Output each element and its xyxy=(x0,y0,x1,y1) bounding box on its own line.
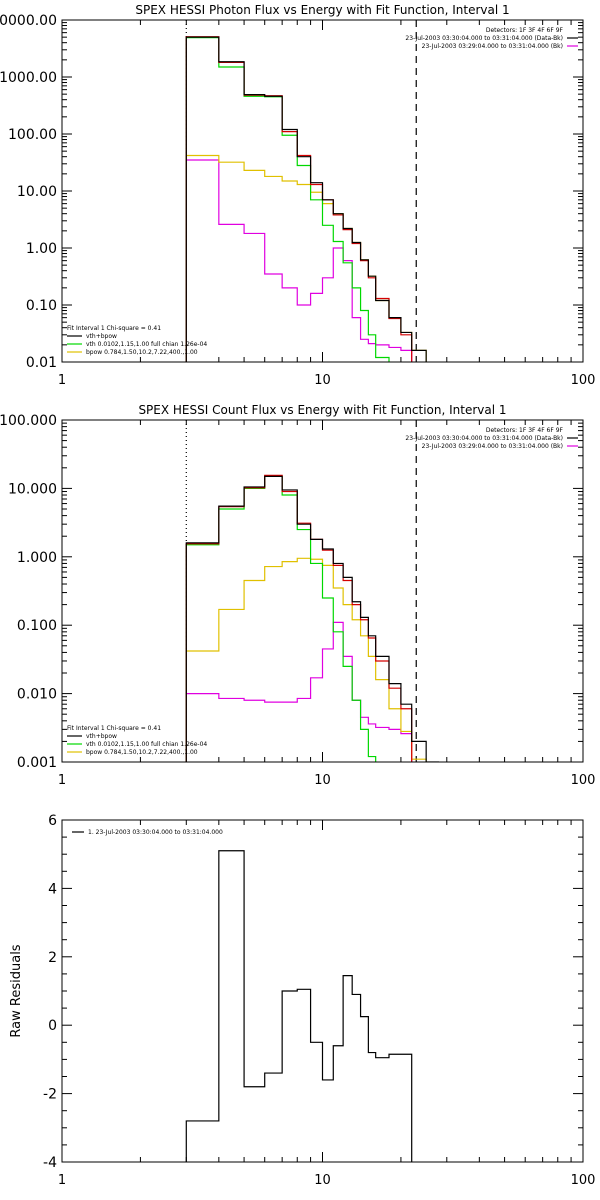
plot-frame xyxy=(61,19,584,363)
chart-panel-2: SPEX HESSI Count Flux vs Energy with Fit… xyxy=(0,403,595,788)
legend-entry: vth+bpow xyxy=(86,733,117,740)
x-axis-ticks: 1 10 100 xyxy=(58,420,596,788)
legend-entry: bpow 0.784,1.50,10.2,7.22,400.,1.00 xyxy=(86,349,198,356)
y-tick-label: 0.001 xyxy=(17,755,57,771)
x-tick-label: 10 xyxy=(314,1173,331,1188)
chart-title: SPEX HESSI Photon Flux vs Energy with Fi… xyxy=(135,3,509,17)
chart-panel-3: Raw Residuals 1 10 100 -4 -2 0 2 4 6 1. 23-Jul-200… xyxy=(9,813,595,1188)
x-tick-label: 100 xyxy=(571,373,596,388)
y-axis-ticks: 0.001 0.010 0.100 1.000 10.000 100.000 xyxy=(0,413,583,771)
legend-entry: vth+bpow xyxy=(86,333,117,340)
info-line: 23-Jul-2003 03:29:04.000 to 03:31:04.000… xyxy=(422,443,563,450)
plot-frame xyxy=(61,419,584,763)
x-tick-label: 10 xyxy=(314,373,331,388)
y-axis-ticks: 0.01 0.10 1.00 10.00 100.00 1000.00 10000.00 xyxy=(0,13,583,371)
chart-title: SPEX HESSI Count Flux vs Energy with Fit… xyxy=(138,403,506,417)
info-line: 23-Jul-2003 03:29:04.000 to 03:31:04.000… xyxy=(422,43,563,50)
y-tick-label: 2 xyxy=(48,950,57,966)
chart-panel-1: SPEX HESSI Photon Flux vs Energy with Fi… xyxy=(0,3,595,388)
legend: Fit Interval 1 Chi-square = 0.41vth+bpow… xyxy=(67,325,207,356)
data-series-line xyxy=(185,474,413,762)
x-tick-label: 1 xyxy=(58,773,66,788)
legend-entry: Fit Interval 1 Chi-square = 0.41 xyxy=(67,325,161,332)
y-tick-label: 100.00 xyxy=(8,127,57,143)
legend-entry: vth 0.0102,1.15,1.00 full chian 1.26e-04 xyxy=(86,341,207,348)
y-tick-label: 0 xyxy=(48,1018,57,1034)
y-tick-label: 100.000 xyxy=(0,413,57,429)
y-tick-label: 1000.00 xyxy=(0,70,57,86)
info-line: 23-Jul-2003 03:30:04.000 to 03:31:04.000… xyxy=(405,435,563,442)
y-tick-label: 0.01 xyxy=(26,355,57,371)
legend-entry: 1. 23-Jul-2003 03:30:04.000 to 03:31:04.… xyxy=(88,829,223,836)
info-line: 23-Jul-2003 03:30:04.000 to 03:31:04.000… xyxy=(405,35,563,42)
data-series-line xyxy=(185,36,413,362)
bpow-series-line xyxy=(185,557,440,762)
y-tick-label: 10.000 xyxy=(8,481,57,497)
y-tick-label: -2 xyxy=(43,1087,57,1103)
y-tick-label: 0.100 xyxy=(17,618,57,634)
legend: 1. 23-Jul-2003 03:30:04.000 to 03:31:04.… xyxy=(72,829,223,836)
legend-entry: vth 0.0102,1.15,1.00 full chian 1.26e-04 xyxy=(86,741,207,748)
x-tick-label: 100 xyxy=(571,773,596,788)
x-tick-label: 1 xyxy=(58,373,66,388)
y-tick-label: 1.000 xyxy=(17,550,57,566)
y-tick-label: 0.10 xyxy=(26,298,57,314)
y-tick-label: 0.010 xyxy=(17,687,57,703)
vth-series-line xyxy=(185,475,377,762)
total-series-line xyxy=(185,36,427,362)
vth-series-line xyxy=(185,37,390,362)
legend-entry: bpow 0.784,1.50,10.2,7.22,400.,1.00 xyxy=(86,749,198,756)
plot-frame xyxy=(61,819,584,1163)
residuals-series-line xyxy=(185,850,413,1162)
y-tick-label: 6 xyxy=(48,813,57,829)
y-tick-label: 10.00 xyxy=(17,184,57,200)
x-tick-label: 1 xyxy=(58,1173,66,1188)
x-tick-label: 100 xyxy=(571,1173,596,1188)
background-series-line xyxy=(185,621,413,762)
x-tick-label: 10 xyxy=(314,773,331,788)
background-series-line xyxy=(185,159,413,362)
bpow-series-line xyxy=(185,154,427,362)
y-tick-label: -4 xyxy=(43,1155,57,1171)
y-axis-label: Raw Residuals xyxy=(9,944,24,1037)
info-line: Detectors: 1F 3F 4F 6F 9F xyxy=(486,427,564,434)
legend-entry: Fit Interval 1 Chi-square = 0.41 xyxy=(67,725,161,732)
y-tick-label: 4 xyxy=(48,881,57,897)
total-series-line xyxy=(185,475,439,762)
legend: Fit Interval 1 Chi-square = 0.41vth+bpow… xyxy=(67,725,207,756)
y-tick-label: 10000.00 xyxy=(0,13,57,29)
x-axis-ticks: 1 10 100 xyxy=(58,820,596,1188)
y-axis-ticks: -4 -2 0 2 4 6 xyxy=(43,813,583,1171)
info-line: Detectors: 1F 3F 4F 6F 9F xyxy=(486,27,564,34)
y-tick-label: 1.00 xyxy=(26,241,57,257)
